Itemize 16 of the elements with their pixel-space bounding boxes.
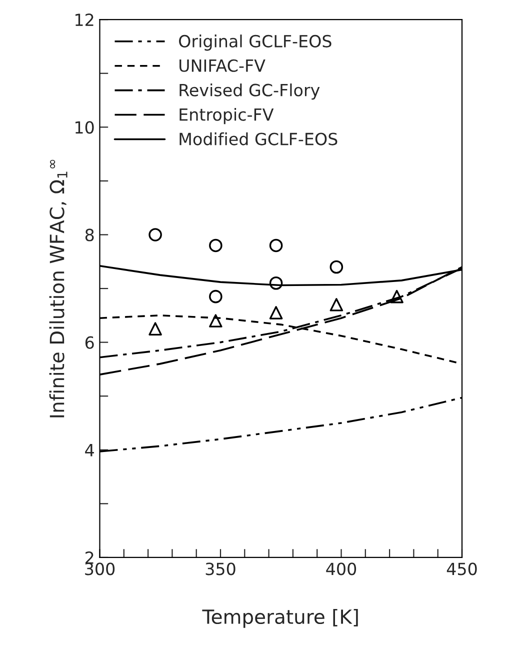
x-tick-label: 350	[206, 562, 236, 576]
y-tick-label: 8	[85, 228, 94, 242]
x-tick-label: 400	[326, 562, 356, 576]
y-tick-label: 6	[85, 336, 94, 349]
legend-label: Modified GCLF-EOS	[180, 132, 338, 146]
x-axis-title: Temperature [K]	[202, 609, 358, 628]
y-tick-label: 10	[76, 121, 94, 134]
x-tick-label: 450	[446, 562, 477, 576]
legend-label: UNIFAC-FV	[180, 59, 266, 72]
y-axis-title: Infinite Dilution WFAC, Ω$_{1}$$^{∞}$	[49, 160, 68, 418]
y-tick-label: 4	[85, 444, 94, 456]
legend-label: Revised GC-Flory	[180, 83, 320, 100]
legend-label: Entropic-FV	[180, 108, 274, 124]
x-tick-label: 300	[85, 562, 115, 576]
legend-label: Original GCLF-EOS	[179, 34, 332, 51]
y-tick-label: 12	[76, 14, 94, 26]
